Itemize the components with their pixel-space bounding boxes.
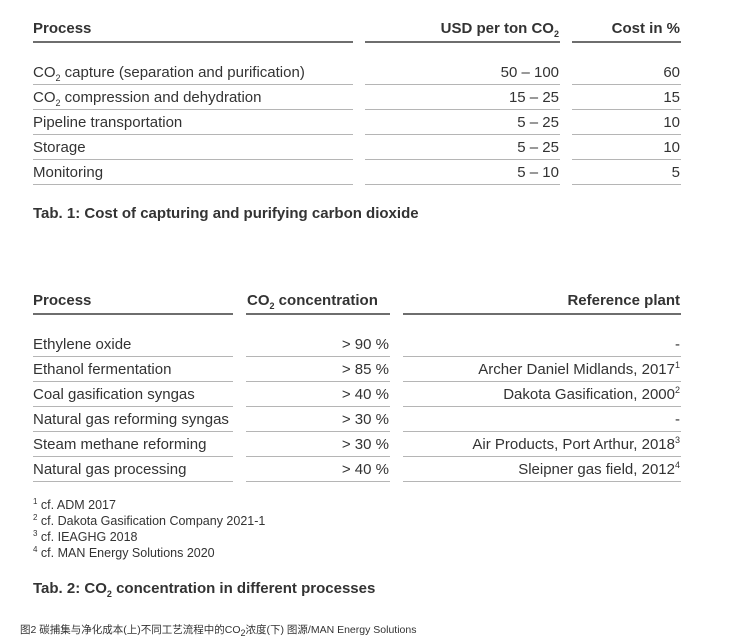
footnote: 3 cf. IEAGHG 2018 (33, 529, 138, 545)
row-divider (246, 356, 390, 357)
table2-cell-reference: Dakota Gasification, 20002 (503, 385, 680, 404)
row-divider (33, 84, 353, 85)
table1-cell-process: Storage (33, 139, 86, 156)
table1-cell-process: Pipeline transportation (33, 114, 183, 131)
row-divider (403, 456, 681, 457)
table2-cell-concentration: > 40 % (341, 386, 389, 403)
table1-header-cost: Cost in % (611, 20, 680, 37)
row-divider (33, 134, 353, 135)
row-divider (572, 159, 681, 160)
row-divider (572, 84, 681, 85)
row-divider (33, 431, 233, 432)
table2-cell-concentration: > 30 % (341, 411, 389, 428)
table2-header-concentration: CO2 concentration (247, 292, 378, 311)
table2-cell-reference: Air Products, Port Arthur, 20183 (472, 435, 680, 454)
table1-cell-cost: 5 (671, 164, 680, 181)
table2-header-reference: Reference plant (567, 292, 680, 309)
table1-cell-cost: 10 (663, 114, 680, 131)
table2-cell-process: Natural gas reforming syngas (33, 411, 229, 428)
row-divider (33, 381, 233, 382)
row-divider (246, 431, 390, 432)
table2-header-rule-concentration (246, 313, 390, 315)
row-divider (365, 109, 560, 110)
footnote: 4 cf. MAN Energy Solutions 2020 (33, 545, 215, 561)
row-divider (246, 406, 390, 407)
table1-cell-usd: 5 – 25 (517, 139, 559, 156)
row-divider (33, 406, 233, 407)
table1-cell-process: CO2 compression and dehydration (33, 89, 262, 108)
table1-header-rule-cost (572, 41, 681, 43)
row-divider (403, 406, 681, 407)
row-divider (246, 456, 390, 457)
row-divider (365, 134, 560, 135)
table1-cell-cost: 10 (663, 139, 680, 156)
row-divider (572, 109, 681, 110)
table2-header-process: Process (33, 292, 92, 309)
row-divider (33, 159, 353, 160)
table1-header-process: Process (33, 20, 92, 37)
table2-cell-reference: Archer Daniel Midlands, 20171 (478, 360, 680, 379)
table1-cell-usd: 5 – 10 (517, 164, 559, 181)
table2-header-rule-process (33, 313, 233, 315)
table2-cell-process: Coal gasification syngas (33, 386, 195, 403)
table2-cell-reference: - (675, 336, 680, 353)
footnote: 1 cf. ADM 2017 (33, 497, 116, 513)
table2-cell-concentration: > 90 % (341, 336, 389, 353)
table2-cell-reference: Sleipner gas field, 20124 (518, 460, 680, 479)
row-divider (365, 184, 560, 185)
table2-cell-concentration: > 30 % (341, 436, 389, 453)
table2-cell-process: Steam methane reforming (33, 436, 207, 453)
row-divider (33, 184, 353, 185)
table1-header-rule-usd (365, 41, 560, 43)
row-divider (403, 481, 681, 482)
row-divider (33, 456, 233, 457)
figure-caption: 图2 碳捕集与净化成本(上)不同工艺流程中的CO2浓度(下) 图源/MAN En… (20, 624, 417, 639)
row-divider (572, 184, 681, 185)
table1-cell-process: Monitoring (33, 164, 104, 181)
row-divider (365, 84, 560, 85)
footnote: 2 cf. Dakota Gasification Company 2021-1 (33, 513, 266, 529)
table2-cell-concentration: > 40 % (341, 461, 389, 478)
row-divider (403, 356, 681, 357)
row-divider (246, 481, 390, 482)
table1-header-usd: USD per ton CO2 (440, 20, 559, 39)
row-divider (246, 381, 390, 382)
table2-cell-concentration: > 85 % (341, 361, 389, 378)
table2-cell-process: Ethylene oxide (33, 336, 132, 353)
row-divider (572, 134, 681, 135)
table2-header-rule-reference (403, 313, 681, 315)
row-divider (403, 381, 681, 382)
table1-cell-cost: 60 (663, 64, 680, 81)
row-divider (33, 356, 233, 357)
row-divider (33, 481, 233, 482)
row-divider (33, 109, 353, 110)
table1-cell-process: CO2 capture (separation and purification… (33, 64, 305, 83)
row-divider (365, 159, 560, 160)
row-divider (403, 431, 681, 432)
table1-cell-usd: 15 – 25 (508, 89, 559, 106)
table2-cell-process: Natural gas processing (33, 461, 187, 478)
table1-cell-cost: 15 (663, 89, 680, 106)
table1-caption: Tab. 1: Cost of capturing and purifying … (33, 205, 419, 222)
table2-cell-process: Ethanol fermentation (33, 361, 172, 378)
table2-cell-reference: - (675, 411, 680, 428)
table1-header-rule-process (33, 41, 353, 43)
table1-cell-usd: 5 – 25 (517, 114, 559, 131)
table1-cell-usd: 50 – 100 (500, 64, 559, 81)
table2-caption: Tab. 2: CO2 concentration in different p… (33, 580, 376, 599)
